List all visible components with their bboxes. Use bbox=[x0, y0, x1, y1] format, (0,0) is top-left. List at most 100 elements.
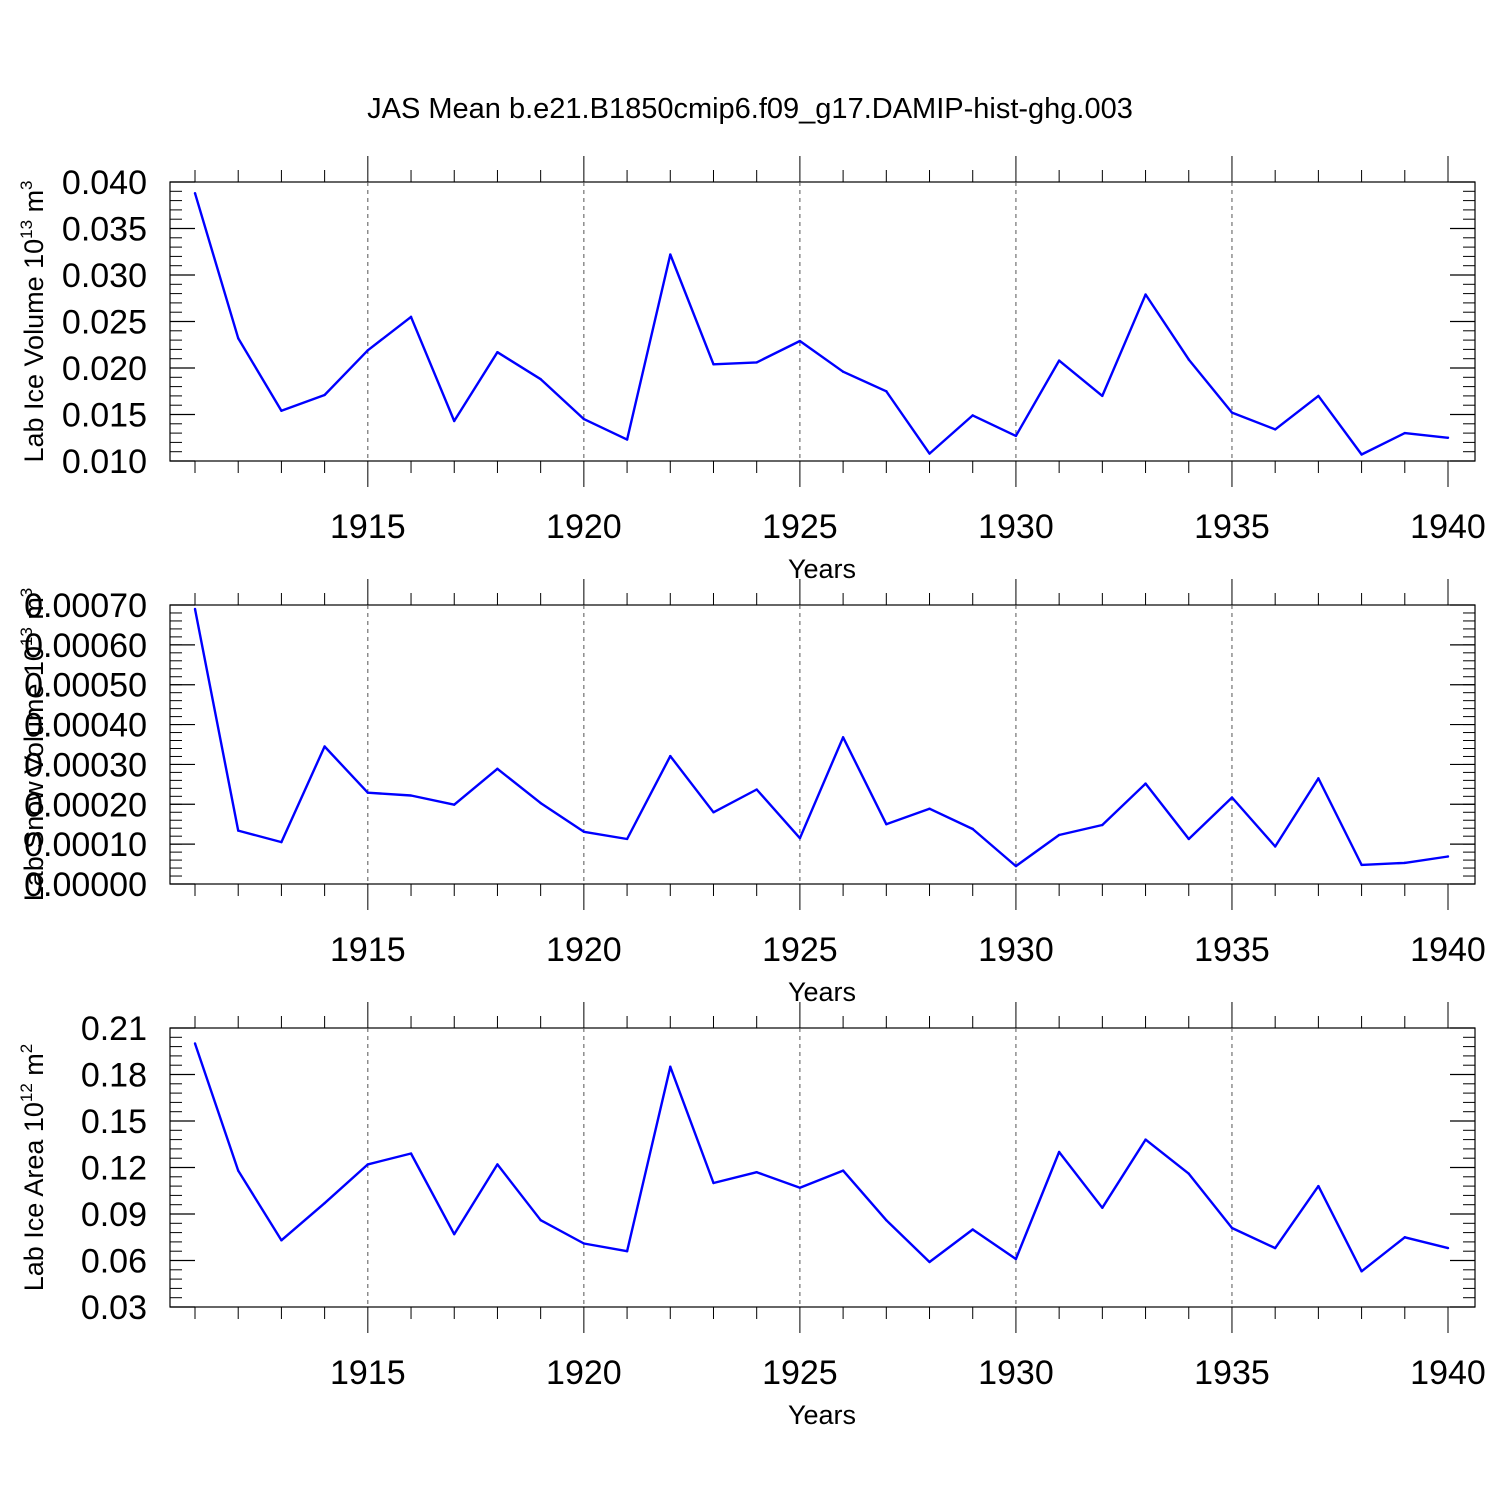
data-point bbox=[1403, 1236, 1406, 1239]
data-point bbox=[582, 830, 586, 833]
plot-frame bbox=[169, 604, 1476, 885]
series-line bbox=[193, 192, 1449, 456]
data-point bbox=[539, 1219, 542, 1222]
y-tick-label: 0.040 bbox=[62, 164, 147, 202]
y-axis-title: Lab Ice Volume 1013 m3 bbox=[17, 180, 49, 462]
data-point bbox=[928, 1260, 931, 1264]
data-point bbox=[1187, 837, 1190, 841]
data-point bbox=[1273, 428, 1277, 431]
x-tick-label: 1925 bbox=[762, 1354, 838, 1392]
data-point bbox=[409, 1152, 413, 1155]
x-tick-label: 1940 bbox=[1410, 508, 1486, 546]
x-tick-label: 1935 bbox=[1194, 931, 1270, 969]
x-tick-label: 1915 bbox=[330, 1354, 406, 1392]
y-tick-label: 0.00010 bbox=[24, 826, 147, 864]
data-point bbox=[1360, 453, 1363, 456]
y-tick-label: 0.00070 bbox=[24, 587, 147, 625]
data-point bbox=[193, 607, 197, 611]
y-tick-label: 0.020 bbox=[62, 350, 147, 388]
data-point bbox=[885, 390, 888, 393]
data-point bbox=[625, 1250, 629, 1253]
data-point bbox=[496, 350, 499, 354]
y-tick-label: 0.03 bbox=[81, 1289, 147, 1327]
x-tick-label: 1935 bbox=[1194, 508, 1270, 546]
panel-3: 1915 1920 1925 1930 1935 1940 Years 0.03 0.06 0.0… bbox=[17, 1002, 1486, 1430]
data-point bbox=[1101, 1206, 1104, 1210]
data-point bbox=[669, 253, 672, 256]
data-point bbox=[453, 803, 456, 806]
series-line bbox=[193, 1043, 1449, 1273]
data-point bbox=[1057, 1150, 1061, 1154]
x-tick-label: 1930 bbox=[978, 1354, 1054, 1392]
data-point bbox=[798, 1186, 802, 1189]
data-point bbox=[1230, 796, 1234, 799]
x-tick-label: 1925 bbox=[762, 508, 838, 546]
data-point bbox=[712, 363, 715, 366]
y-tick-label: 0.025 bbox=[62, 304, 147, 342]
y-tick-label: 0.00030 bbox=[24, 746, 147, 784]
data-point bbox=[280, 409, 283, 412]
y-tick-label: 0.030 bbox=[62, 257, 147, 295]
data-point bbox=[798, 339, 802, 343]
data-point bbox=[712, 811, 715, 814]
data-point bbox=[712, 1181, 715, 1185]
data-point bbox=[971, 414, 974, 417]
data-point bbox=[1317, 394, 1320, 398]
data-point bbox=[323, 1201, 326, 1205]
x-tick-label: 1930 bbox=[978, 508, 1054, 546]
x-tick-label: 1940 bbox=[1410, 1354, 1486, 1392]
data-point bbox=[1144, 782, 1147, 785]
data-point bbox=[1403, 431, 1406, 435]
data-point bbox=[496, 767, 499, 771]
data-point bbox=[237, 829, 240, 832]
x-tick-label: 1915 bbox=[330, 508, 406, 546]
data-point bbox=[453, 419, 456, 423]
y-tick-label: 0.21 bbox=[81, 1010, 147, 1048]
data-point bbox=[1273, 845, 1277, 848]
x-tick-label: 1920 bbox=[546, 931, 622, 969]
x-axis-title: Years bbox=[788, 554, 856, 584]
data-point bbox=[625, 837, 629, 841]
y-tick-label: 0.00050 bbox=[24, 667, 147, 705]
y-tick-label: 0.09 bbox=[81, 1196, 147, 1234]
y-axis-title-unit: m bbox=[19, 190, 49, 220]
x-tick-label: 1940 bbox=[1410, 931, 1486, 969]
data-point bbox=[1317, 777, 1320, 780]
chart-title: JAS Mean b.e21.B1850cmip6.f09_g17.DAMIP-… bbox=[367, 93, 1133, 125]
panels: 1915 1920 1925 1930 1935 1940 Years 0.010 0.015 0… bbox=[17, 156, 1486, 1430]
y-axis-title-text: Lab Snow Volume 10 bbox=[19, 646, 49, 901]
data-point bbox=[885, 823, 888, 826]
x-tick-label: 1925 bbox=[762, 931, 838, 969]
series-line bbox=[193, 608, 1449, 868]
data-point bbox=[1057, 833, 1061, 837]
data-point bbox=[928, 807, 931, 810]
y-axis-title: Lab Ice Area 1012 m2 bbox=[17, 1044, 49, 1292]
data-point bbox=[323, 745, 326, 748]
y-tick-label: 0.06 bbox=[81, 1243, 147, 1281]
y-tick-label: 0.12 bbox=[81, 1150, 147, 1188]
data-point bbox=[582, 417, 586, 421]
data-point bbox=[1014, 864, 1018, 868]
y-tick-label: 0.015 bbox=[62, 397, 147, 435]
data-point bbox=[1230, 1226, 1234, 1230]
x-tick-label: 1930 bbox=[978, 931, 1054, 969]
data-point bbox=[582, 1242, 586, 1245]
y-tick-label: 0.00020 bbox=[24, 786, 147, 824]
y-tick-label: 0.00040 bbox=[24, 707, 147, 745]
data-point bbox=[1057, 359, 1061, 362]
data-point bbox=[841, 1169, 845, 1172]
y-tick-label: 0.010 bbox=[62, 443, 147, 481]
data-point bbox=[1273, 1246, 1277, 1250]
data-point bbox=[1403, 861, 1406, 865]
data-point bbox=[885, 1219, 888, 1222]
data-point bbox=[496, 1163, 499, 1166]
data-point bbox=[971, 827, 974, 831]
data-point bbox=[1360, 863, 1363, 867]
x-axis-title: Years bbox=[788, 1400, 856, 1430]
y-tick-label: 0.035 bbox=[62, 211, 147, 249]
data-point bbox=[453, 1232, 456, 1236]
data-point bbox=[323, 393, 326, 397]
data-point bbox=[669, 1065, 672, 1068]
data-point bbox=[237, 1169, 240, 1172]
